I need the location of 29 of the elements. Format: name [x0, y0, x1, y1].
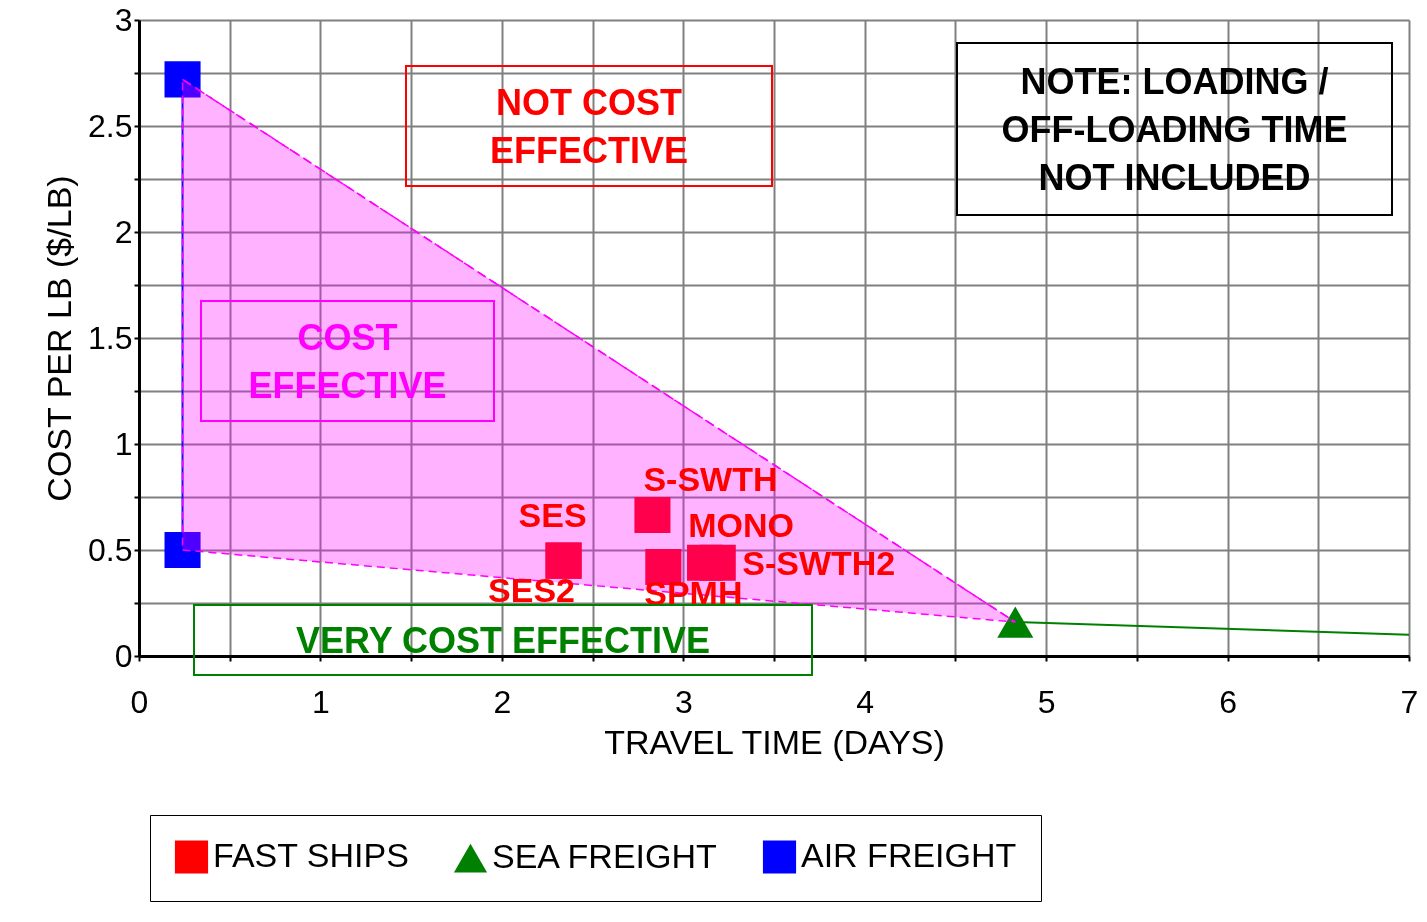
y-tick-label: 0.5 — [88, 531, 133, 568]
annotation: VERY COST EFFECTIVE — [295, 620, 711, 661]
annotation: SPMH — [644, 573, 743, 612]
annotation: NOTE: LOADING / OFF-LOADING TIME NOT INCLUDED — [1001, 61, 1348, 198]
annotation: S-SWTH — [643, 460, 778, 499]
legend-label: SEA FREIGHT — [492, 837, 717, 876]
y-axis-title: COST PER LB ($/LB) — [40, 175, 79, 502]
legend-label: AIR FREIGHT — [801, 835, 1017, 874]
annotation: NOT COST EFFECTIVE — [489, 82, 689, 171]
y-tick-label: 3 — [114, 1, 133, 38]
x-tick-label: 2 — [493, 683, 512, 720]
x-tick-label: 7 — [1400, 683, 1419, 720]
y-tick-label: 1.5 — [88, 319, 133, 356]
annotation: SES — [518, 495, 587, 534]
x-axis-title: TRAVEL TIME (DAYS) — [604, 722, 945, 761]
annotation: MONO — [688, 505, 794, 544]
y-tick-label: 2 — [114, 213, 133, 250]
annotation: S-SWTH2 — [742, 543, 896, 582]
x-tick-label: 3 — [674, 683, 693, 720]
x-tick-label: 6 — [1219, 683, 1237, 720]
y-tick-label: 1 — [114, 425, 133, 462]
y-tick-label: 0 — [114, 637, 133, 674]
x-tick-label: 4 — [856, 683, 875, 720]
x-tick-label: 5 — [1037, 683, 1056, 720]
annotation: SES2 — [488, 570, 576, 609]
annotation: COST EFFECTIVE — [248, 317, 447, 406]
x-tick-label: 1 — [312, 683, 330, 720]
legend-label: FAST SHIPS — [213, 835, 409, 874]
y-tick-label: 2.5 — [88, 107, 133, 144]
